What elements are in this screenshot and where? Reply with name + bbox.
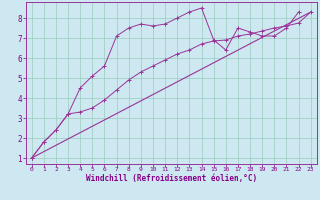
X-axis label: Windchill (Refroidissement éolien,°C): Windchill (Refroidissement éolien,°C) [86,174,257,183]
